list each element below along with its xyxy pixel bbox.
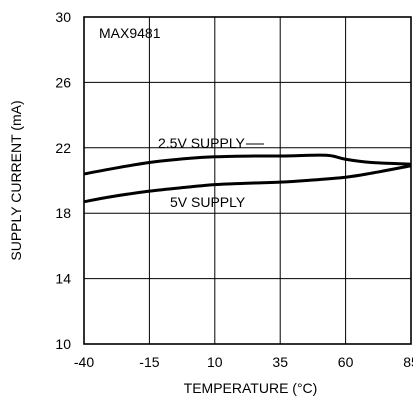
y-tick-label: 18: [55, 205, 71, 221]
x-tick-label: 60: [338, 354, 354, 370]
y-tick-label: 26: [55, 74, 71, 90]
y-tick-label: 22: [55, 140, 71, 156]
plot-frame: [83, 16, 412, 345]
x-tick-label: 35: [272, 354, 288, 370]
device-annotation: MAX9481: [99, 25, 161, 41]
tick-labels: 10 14 18 22 26 30 -40 -15 10 35 60 85: [55, 9, 413, 370]
y-tick-label: 10: [55, 336, 71, 352]
series-line-1: [83, 164, 412, 204]
series-label-text-2-5v: 2.5V SUPPLY: [158, 135, 246, 151]
x-tick-label: 85: [403, 354, 413, 370]
y-axis-title: SUPPLY CURRENT (mA): [8, 100, 24, 260]
x-tick-label: -15: [139, 354, 159, 370]
grid: [84, 17, 411, 344]
series-line-0: [83, 153, 412, 176]
y-tick-label: 30: [55, 9, 71, 25]
series-label-2-5v: 2.5V SUPPLY: [158, 135, 264, 151]
series-group: [83, 153, 412, 204]
series-label-5v: 5V SUPPLY: [170, 194, 246, 210]
x-axis-title: TEMPERATURE (°C): [184, 380, 318, 396]
y-tick-label: 14: [55, 271, 71, 287]
x-tick-label: -40: [74, 354, 94, 370]
x-tick-label: 10: [207, 354, 223, 370]
